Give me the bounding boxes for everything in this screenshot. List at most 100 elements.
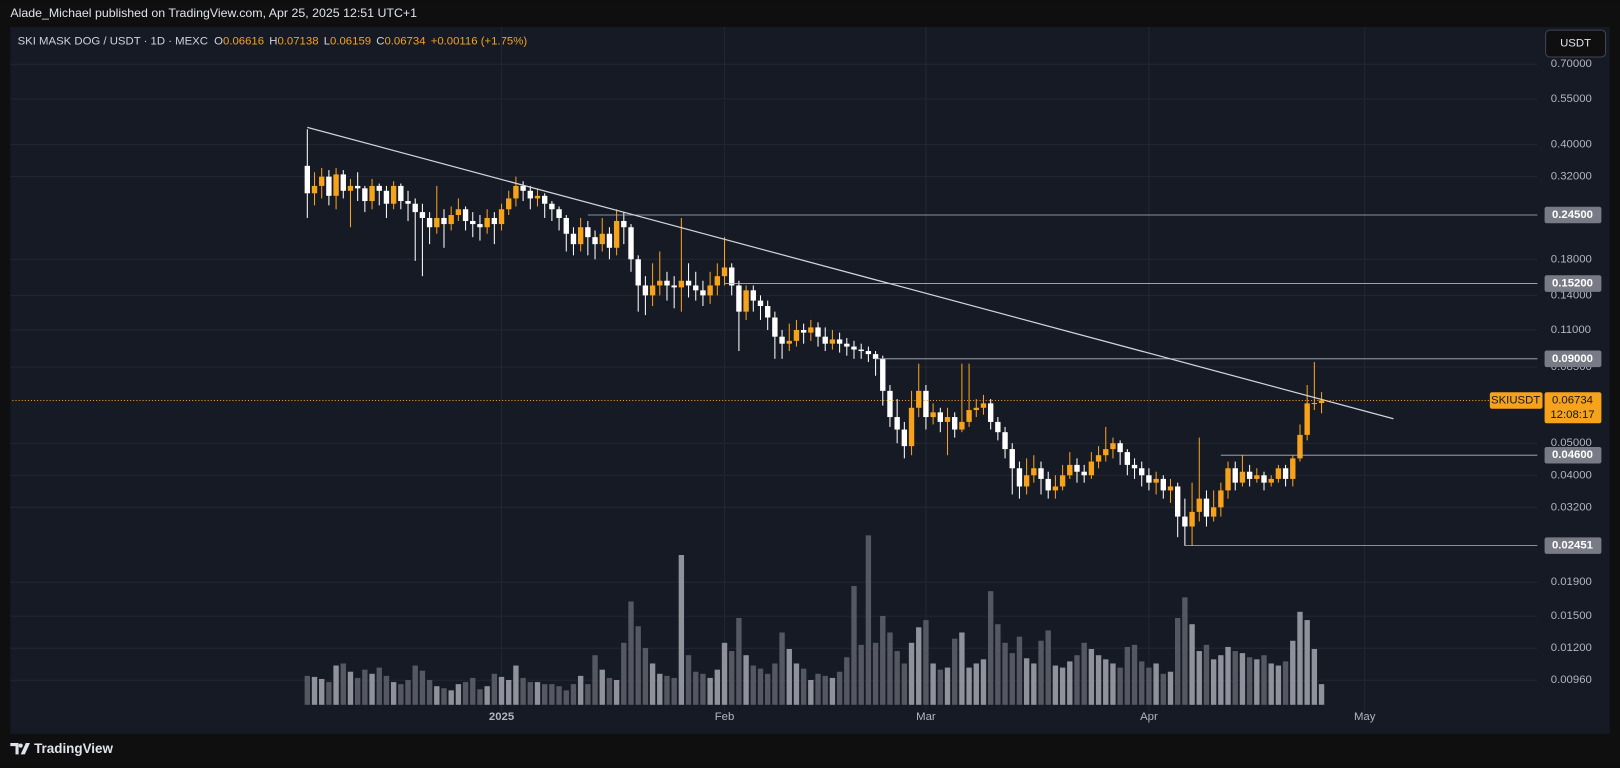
candle-body — [1110, 443, 1116, 450]
volume-bar — [333, 665, 339, 705]
candle-body — [1088, 461, 1095, 476]
candle-body — [851, 346, 857, 350]
candle-body — [750, 290, 756, 301]
x-tick-label: Mar — [916, 711, 936, 723]
volume-bar — [678, 554, 685, 705]
candle-body — [563, 217, 569, 234]
candle-body — [1175, 486, 1181, 517]
candle-body — [326, 176, 332, 196]
volume-bar — [419, 670, 426, 705]
candle-body — [1232, 468, 1238, 483]
candle-body — [585, 227, 591, 238]
volume-bar — [577, 675, 584, 705]
symbol-header: SKI MASK DOG / USDT · 1D · MEXC O0.06616 H… — [18, 36, 528, 48]
candle-body — [757, 300, 764, 307]
volume-bar — [1261, 655, 1267, 705]
candle-body — [779, 336, 785, 344]
candle-body — [635, 259, 641, 286]
volume-bar — [1225, 646, 1231, 705]
candle-body — [894, 417, 900, 430]
candle-body — [815, 327, 821, 337]
volume-bar — [757, 668, 764, 705]
volume-bar — [506, 680, 512, 705]
candle-body — [887, 390, 893, 418]
candle-body — [858, 349, 864, 352]
volume-bar — [354, 677, 361, 705]
volume-bar — [628, 601, 634, 705]
candle-body — [865, 351, 872, 355]
volume-bar — [642, 647, 649, 705]
volume-bar — [520, 677, 526, 705]
candle-body — [441, 217, 447, 225]
candle-body — [908, 407, 915, 447]
candle-body — [462, 209, 469, 221]
volume-bar — [1124, 646, 1131, 705]
candle-body — [1182, 516, 1188, 527]
volume-bar — [1282, 661, 1289, 705]
candle-body — [1031, 468, 1037, 476]
candle-body — [398, 185, 404, 202]
candle-body — [678, 280, 685, 288]
candle-body — [1189, 511, 1195, 527]
y-tick-label: 0.32000 — [1551, 171, 1592, 183]
candle-body — [1016, 468, 1023, 487]
candle-body — [1103, 449, 1109, 456]
y-tick-label: 0.05000 — [1551, 437, 1592, 449]
volume-bar — [743, 655, 749, 705]
brand-name: TradingView — [34, 741, 113, 756]
volume-bar — [549, 684, 555, 705]
candle-body — [426, 217, 433, 228]
volume-bar — [470, 677, 476, 705]
volume-bar — [498, 676, 505, 705]
y-tick-label: 0.01200 — [1551, 642, 1592, 654]
x-tick-label: 2025 — [489, 711, 514, 723]
candle-body — [577, 227, 584, 245]
candle-body — [1225, 468, 1231, 491]
candle-body — [448, 215, 454, 225]
candle-body — [520, 185, 526, 191]
volume-bar — [959, 632, 965, 705]
volume-bar — [441, 688, 447, 705]
candle-body — [642, 285, 649, 296]
candle-body — [1045, 478, 1051, 491]
candle-body — [901, 429, 908, 447]
currency-button-label[interactable]: USDT — [1560, 38, 1591, 50]
candle-body — [1218, 490, 1224, 508]
candle-body — [369, 185, 375, 202]
volume-bar — [1052, 665, 1059, 705]
countdown-label: 12:08:17 — [1550, 409, 1594, 421]
candle-body — [664, 280, 670, 286]
candle-body — [412, 203, 418, 213]
volume-bar — [1067, 661, 1073, 705]
candle-body — [836, 339, 843, 344]
candle-body — [1009, 449, 1015, 469]
candle-body — [685, 280, 692, 286]
volume-bar — [671, 677, 677, 705]
candle-body — [354, 185, 361, 189]
volume-bar — [1182, 597, 1188, 705]
candle-body — [1131, 464, 1138, 469]
ohlc-value: 0.06734 — [384, 36, 425, 48]
volume-bar — [714, 669, 721, 705]
volume-bar — [542, 684, 548, 705]
candle-body — [930, 412, 936, 418]
candle-body — [470, 220, 476, 225]
candle-body — [944, 417, 951, 422]
volume-bar — [1304, 620, 1310, 705]
candle-body — [916, 390, 922, 408]
level-label-box — [1544, 206, 1602, 224]
candle-body — [362, 188, 368, 202]
volume-bar — [657, 673, 663, 705]
candle-body — [347, 185, 354, 191]
volume-bar — [1311, 649, 1318, 705]
volume-bar — [966, 667, 972, 705]
candle-body — [786, 340, 792, 344]
candle-body — [592, 237, 598, 245]
volume-bar — [987, 591, 994, 705]
candle-body — [455, 209, 462, 216]
volume-bar — [937, 669, 944, 705]
candle-body — [1196, 498, 1202, 512]
currency-button[interactable] — [1545, 29, 1607, 58]
candle-body — [542, 195, 548, 204]
candle-body — [390, 185, 397, 204]
